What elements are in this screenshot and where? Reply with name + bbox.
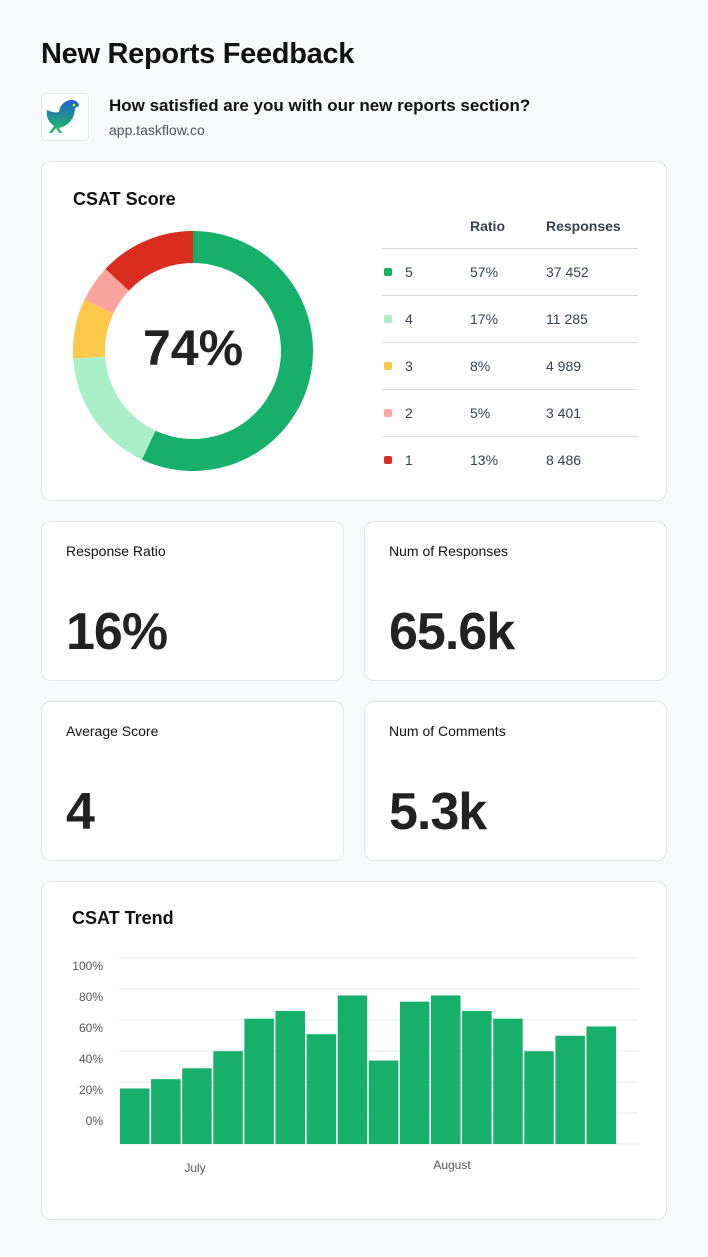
survey-question: How satisfied are you with our new repor… — [109, 96, 531, 115]
stat-card-response-ratio: Response Ratio 16% — [41, 521, 344, 681]
legend-dot — [384, 456, 392, 464]
bird-logo-icon — [41, 93, 89, 141]
y-tick-label: 100% — [72, 959, 103, 973]
legend-dot — [384, 268, 392, 276]
stat-card-num-responses: Num of Responses 65.6k — [364, 521, 667, 681]
y-tick-label: 0% — [86, 1114, 104, 1128]
trend-bar — [586, 1026, 616, 1144]
trend-bar — [462, 1010, 492, 1144]
csat-score-value: 74% — [142, 320, 244, 376]
y-tick-label: 80% — [79, 990, 103, 1004]
responses-value: 3 401 — [546, 405, 582, 421]
stat-card-num-comments: Num of Comments 5.3k — [364, 701, 667, 861]
ratio-value: 57% — [470, 264, 499, 280]
y-tick-label: 40% — [79, 1052, 103, 1066]
donut-slice-5 — [141, 231, 313, 471]
csat-row-4: 4 17% 11 285 — [382, 295, 638, 342]
trend-bar — [306, 1034, 337, 1144]
stat-card-average-score: Average Score 4 — [41, 701, 344, 861]
trend-bar — [431, 995, 461, 1144]
responses-value: 37 452 — [546, 264, 589, 280]
y-tick-label: 60% — [79, 1021, 103, 1035]
stat-value: 65.6k — [389, 603, 515, 661]
x-axis-label: July — [184, 1161, 205, 1175]
ratio-value: 17% — [470, 311, 499, 327]
ratio-value: 5% — [470, 405, 491, 421]
donut-slice-3 — [73, 299, 114, 359]
donut-slice-4 — [73, 356, 156, 460]
csat-donut — [73, 231, 313, 471]
ratio-value: 8% — [470, 358, 491, 374]
csat-title: CSAT Score — [73, 189, 176, 209]
trend-bar — [182, 1068, 212, 1144]
trend-bar — [493, 1018, 523, 1144]
y-tick-label: 20% — [79, 1083, 103, 1097]
csat-trend-card: CSAT Trend 100% 80% 60% 40% 20% 0% July August — [41, 881, 667, 1220]
trend-bar — [120, 1088, 150, 1144]
stat-label: Num of Comments — [389, 723, 506, 739]
trend-title: CSAT Trend — [72, 908, 174, 928]
csat-trend-chart: 100% 80% 60% 40% 20% 0% July August — [72, 957, 638, 1175]
trend-bar — [275, 1010, 305, 1144]
csat-row-3: 3 8% 4 989 — [382, 342, 638, 389]
legend-dot — [384, 362, 392, 370]
stat-label: Response Ratio — [66, 543, 166, 559]
trend-bar — [213, 1051, 243, 1144]
trend-bar — [244, 1018, 274, 1144]
score-label: 2 — [405, 405, 413, 421]
csat-row-1: 1 13% 8 486 — [382, 436, 638, 483]
x-axis-label: August — [433, 1158, 471, 1172]
page-title: New Reports Feedback — [41, 38, 355, 70]
csat-score-card: CSAT Score 74% Ratio Responses 5 57% 37 … — [41, 161, 667, 501]
trend-bar — [368, 1060, 399, 1144]
score-label: 4 — [405, 311, 413, 327]
trend-bar — [337, 995, 368, 1144]
score-label: 3 — [405, 358, 413, 374]
trend-bar — [524, 1051, 554, 1144]
legend-dot — [384, 409, 392, 417]
trend-bar — [151, 1079, 181, 1144]
stat-value: 16% — [66, 603, 168, 661]
stat-label: Average Score — [66, 723, 159, 739]
donut-slice-1 — [105, 231, 193, 291]
trend-bar — [399, 1001, 430, 1144]
responses-value: 4 989 — [546, 358, 582, 374]
responses-header: Responses — [546, 218, 621, 234]
stat-value: 4 — [66, 783, 95, 841]
responses-value: 11 285 — [546, 311, 588, 327]
stat-value: 5.3k — [389, 783, 487, 841]
trend-bar — [555, 1035, 585, 1144]
score-label: 5 — [405, 264, 413, 280]
csat-row-2: 2 5% 3 401 — [382, 389, 638, 436]
stat-label: Num of Responses — [389, 543, 509, 559]
legend-dot — [384, 315, 392, 323]
score-label: 1 — [405, 452, 413, 468]
responses-value: 8 486 — [546, 452, 582, 468]
ratio-value: 13% — [470, 452, 499, 468]
csat-row-5: 5 57% 37 452 — [382, 248, 638, 295]
donut-slice-2 — [84, 268, 129, 314]
survey-url: app.taskflow.co — [109, 122, 205, 138]
ratio-header: Ratio — [470, 218, 505, 234]
